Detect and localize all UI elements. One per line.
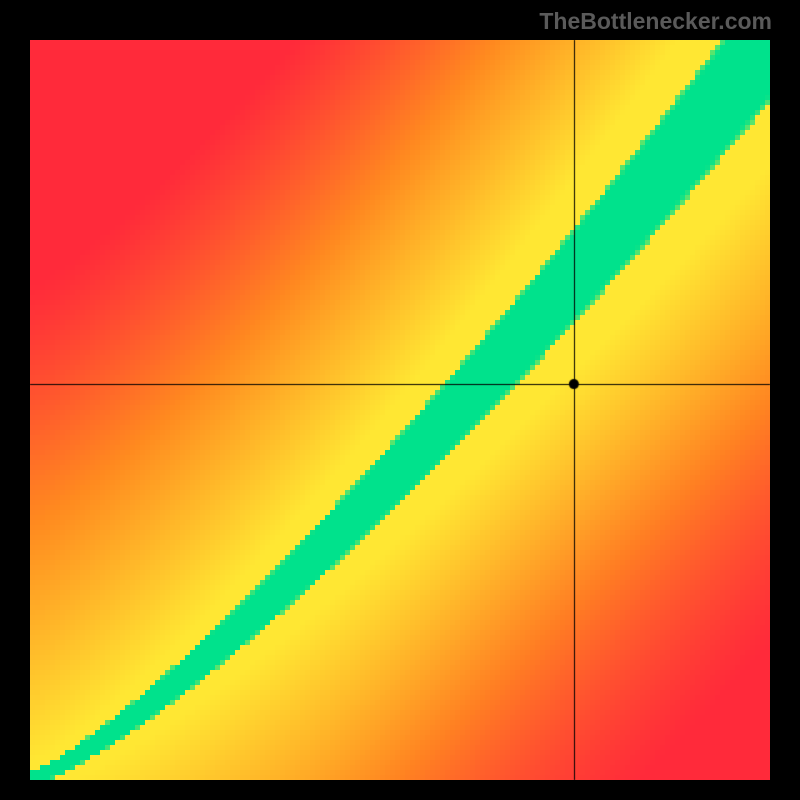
watermark-text: TheBottlenecker.com <box>539 8 772 35</box>
chart-container: TheBottlenecker.com <box>0 0 800 800</box>
crosshair-overlay <box>0 0 800 800</box>
